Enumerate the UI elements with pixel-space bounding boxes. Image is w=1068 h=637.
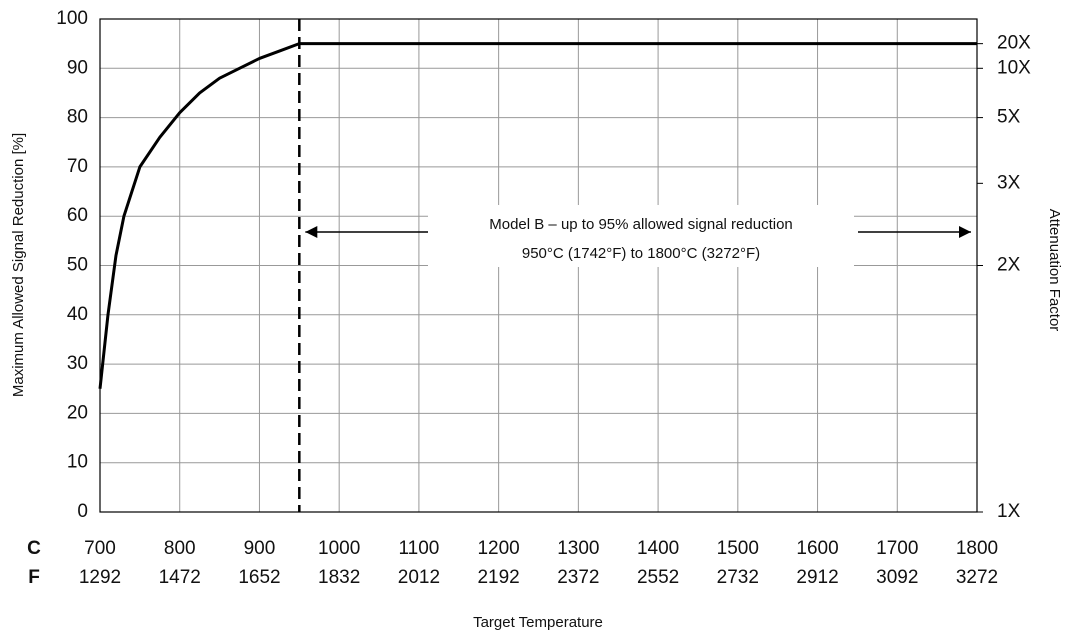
y-tick-label: 20 (67, 402, 88, 423)
x-tick-label: 1800 (956, 538, 998, 559)
x-unit-label: F (28, 567, 40, 588)
y2-tick-label: 5X (997, 107, 1021, 128)
x-tick-label-f: 2732 (717, 567, 759, 588)
x-tick-label-f: 3272 (956, 567, 998, 588)
curve (98, 42, 977, 389)
y2-tick-label: 10X (997, 57, 1031, 78)
y2-tick-label: 2X (997, 255, 1021, 276)
y-tick-label: 100 (56, 8, 88, 29)
y2-tick-label: 20X (997, 33, 1031, 54)
x-tick-label-f: 1652 (238, 567, 280, 588)
y-tick-label: 40 (67, 304, 88, 325)
x-unit-label: C (27, 538, 41, 559)
annotation: 950°C (1742°F) to 1800°C (3272°F) (522, 245, 760, 262)
x-tick-label: 900 (244, 538, 276, 559)
y-axis-title: Maximum Allowed Signal Reduction [%] (10, 133, 27, 397)
x-tick-label-f: 1832 (318, 567, 360, 588)
x-tick-label-f: 2372 (557, 567, 599, 588)
x-tick-label: 1100 (398, 538, 439, 559)
x-tick-label: 1000 (318, 538, 360, 559)
x-tick-label: 800 (164, 538, 196, 559)
plot-frame (99, 18, 978, 513)
y-tick-label: 70 (67, 156, 88, 177)
x-tick-label: 1500 (717, 538, 759, 559)
y-tick-label: 0 (77, 501, 88, 522)
x-tick-label-f: 2012 (398, 567, 440, 588)
y-tick-label: 60 (67, 205, 88, 226)
annotation-box (428, 205, 854, 267)
x-tick-label: 1700 (876, 538, 918, 559)
y2-tick-label: 1X (997, 501, 1021, 522)
x-tick-label-f: 1292 (79, 567, 121, 588)
x-tick-label-f: 2192 (477, 567, 519, 588)
x-axis-title: Target Temperature (473, 614, 603, 631)
x-tick-label: 1400 (637, 538, 679, 559)
annotation: Model B – up to 95% allowed signal reduc… (489, 216, 793, 233)
x-tick-label: 1600 (796, 538, 838, 559)
x-tick-label: 700 (84, 538, 116, 559)
x-tick-label-f: 3092 (876, 567, 918, 588)
x-tick-label-f: 1472 (159, 567, 201, 588)
y-tick-label: 30 (67, 353, 88, 374)
y-tick-label: 80 (67, 107, 88, 128)
x-tick-label: 1300 (557, 538, 599, 559)
x-tick-label-f: 2552 (637, 567, 679, 588)
y-tick-label: 10 (67, 452, 88, 473)
y2-axis-title: Attenuation Factor (1046, 209, 1063, 332)
y2-tick-label: 3X (997, 172, 1021, 193)
x-tick-label-f: 2912 (796, 567, 838, 588)
y-tick-label: 90 (67, 57, 88, 78)
x-tick-label: 1200 (477, 538, 519, 559)
y-tick-label: 50 (67, 255, 88, 276)
